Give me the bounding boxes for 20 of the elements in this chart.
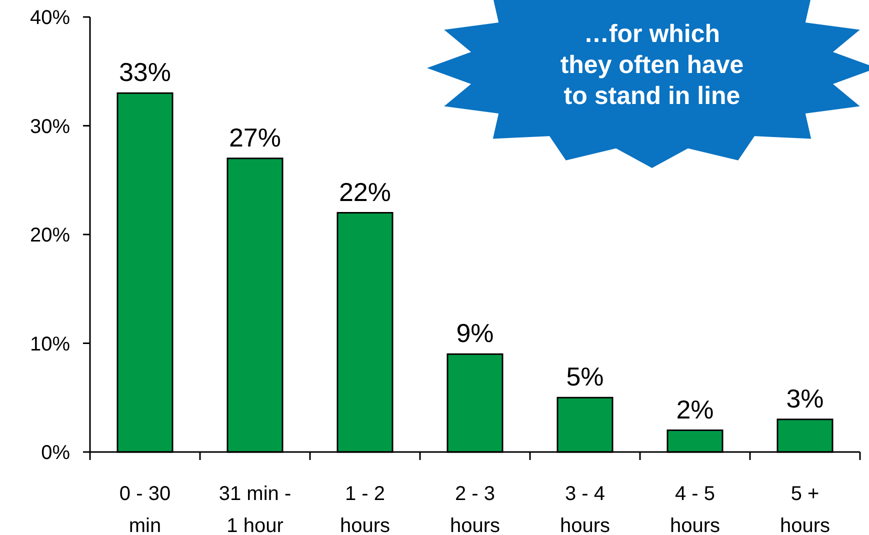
x-tick-label: 1 - 2 hours [340,483,390,535]
x-tick-label: 5 + hours [780,483,830,535]
x-tick-label: 4 - 5 hours [670,483,720,535]
annotation: …for which they often have to stand in line [560,20,744,110]
y-tick-label: 30% [30,116,70,138]
x-tick-label: 2 - 3 hours [450,483,500,535]
y-tick-label: 40% [30,7,70,29]
x-tick-label: 31 min - 1 hour [218,483,292,535]
y-tick-label: 20% [30,224,70,246]
y-tick-label: 0% [41,442,70,464]
data-label: 33% [118,57,172,88]
data-label: 9% [456,318,494,348]
data-label: 3% [786,383,824,414]
data-label: 22% [338,176,392,207]
y-tick-label: 10% [30,333,70,356]
data-label: 27% [228,122,282,152]
data-label: 2% [676,394,714,424]
x-tick-label: 3 - 4 hours [560,483,610,535]
data-label: 5% [566,362,604,392]
x-tick-label: 0 - 30 min [119,483,171,535]
